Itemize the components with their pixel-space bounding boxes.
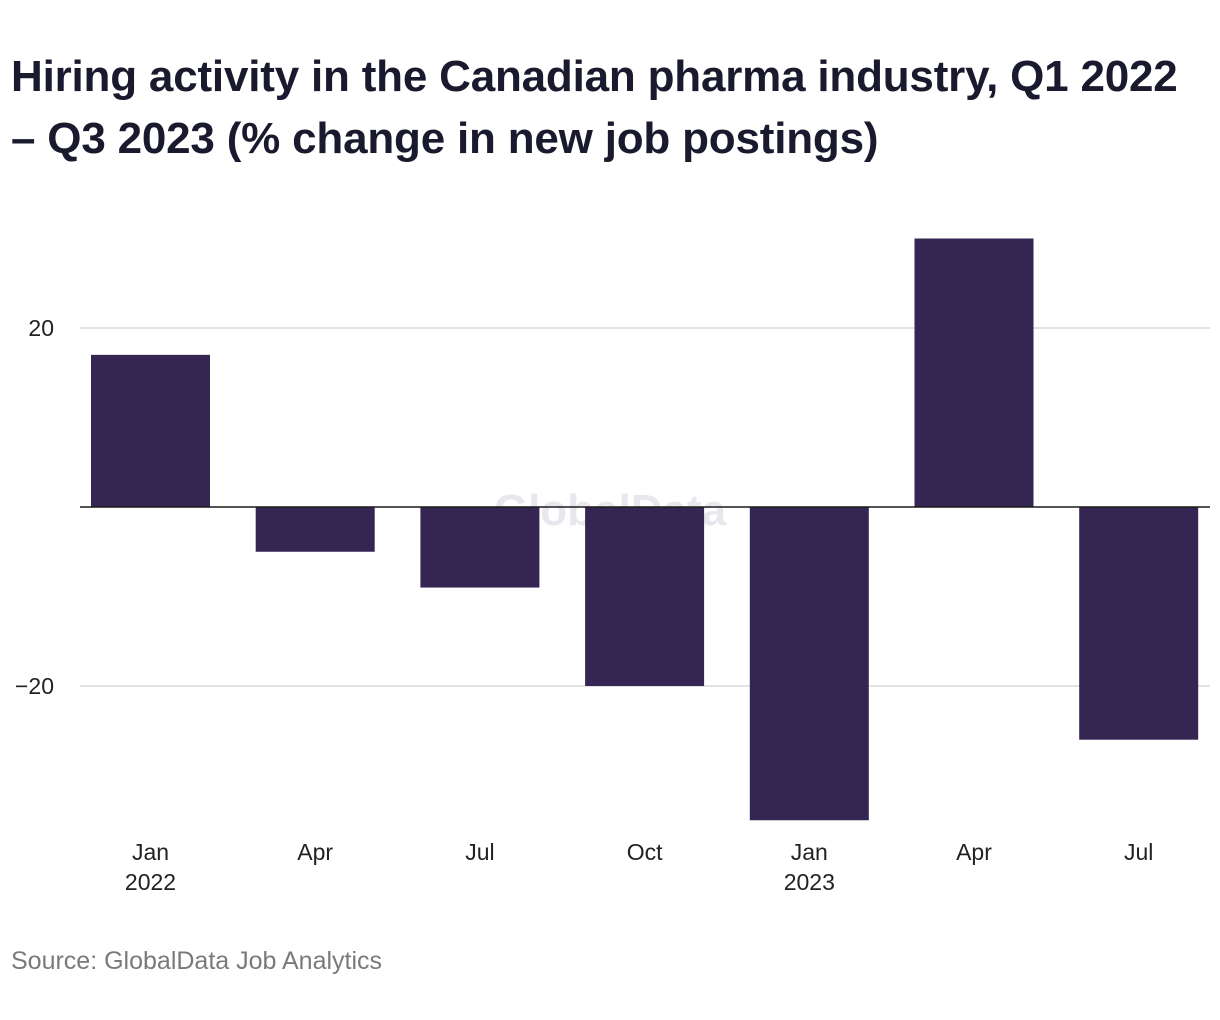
source-note: Source: GlobalData Job Analytics (11, 947, 383, 975)
bar-jan-2023 (749, 507, 869, 821)
bars (91, 238, 1199, 821)
x-tick-year-label: 2022 (125, 869, 176, 895)
x-tick-label: Jul (465, 839, 494, 865)
y-axis-ticks: 20 −20 (15, 315, 54, 699)
x-tick-label: Apr (297, 839, 333, 865)
bar-jan-2022 (91, 354, 210, 507)
x-tick-label: Jan (132, 839, 169, 865)
x-axis-ticks: Jan 2022 Apr Jul Oct Jan 2023 Apr Jul (125, 839, 1153, 895)
x-tick-label: Jan (791, 839, 828, 865)
bar-jul-2023 (1079, 507, 1199, 740)
x-tick-label: Jul (1124, 839, 1153, 865)
x-tick-label: Oct (627, 839, 663, 865)
bar-apr-2022 (255, 507, 375, 552)
bar-jul-2022 (420, 507, 540, 588)
bar-oct-2022 (585, 507, 705, 686)
y-tick-label: −20 (15, 673, 54, 699)
chart-title: Hiring activity in the Canadian pharma i… (11, 52, 1178, 163)
bar-apr-2023 (914, 238, 1034, 507)
x-tick-year-label: 2023 (784, 869, 835, 895)
y-tick-label: 20 (28, 315, 54, 341)
x-tick-label: Apr (956, 839, 992, 865)
